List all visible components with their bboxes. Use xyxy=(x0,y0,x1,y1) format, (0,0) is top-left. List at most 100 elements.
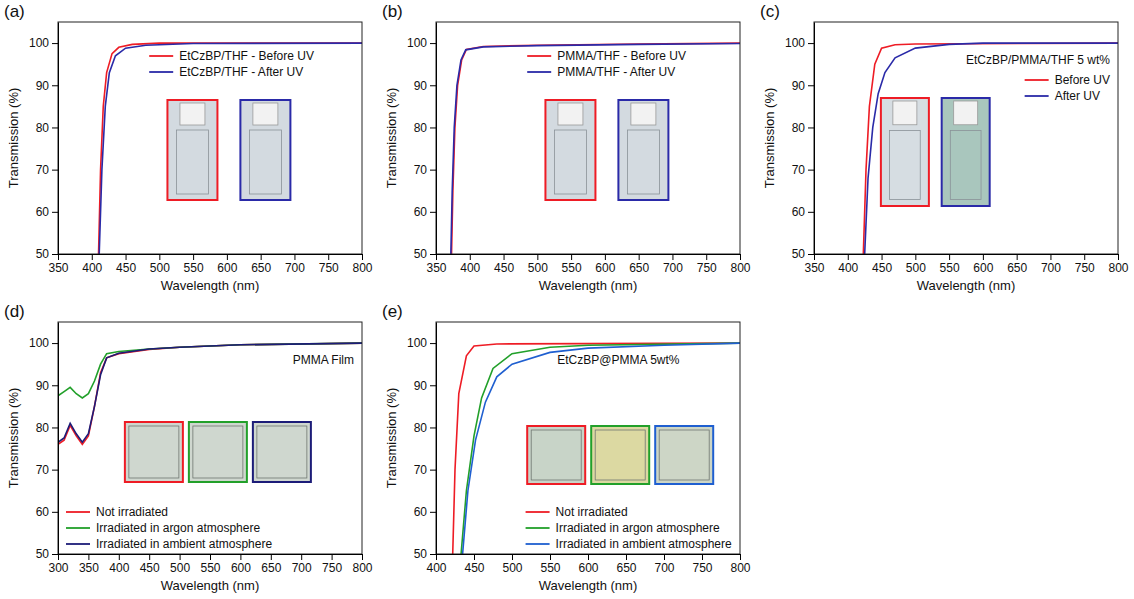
y-tick-mark xyxy=(430,127,436,128)
x-tick: 400 xyxy=(109,554,129,575)
y-tick-label: 80 xyxy=(36,421,50,435)
x-axis: 300350400450500550600650700750800 xyxy=(48,554,372,575)
y-tick: 90 xyxy=(36,379,58,393)
x-tick-mark xyxy=(1118,254,1119,260)
x-tick: 350 xyxy=(804,254,824,275)
inset-vial xyxy=(890,130,921,199)
plot-area: 3504004505005506006507007508005060708090… xyxy=(762,22,1129,293)
x-tick-label: 400 xyxy=(460,261,480,275)
y-tick-mark xyxy=(808,127,814,128)
y-tick: 70 xyxy=(36,163,58,177)
inset-photo xyxy=(189,422,247,482)
x-tick-label: 550 xyxy=(562,261,582,275)
x-tick-label: 800 xyxy=(352,261,372,275)
y-tick-mark xyxy=(52,343,58,344)
legend-item: Not irradiated xyxy=(66,505,168,519)
y-tick: 50 xyxy=(36,547,58,561)
inset-photo xyxy=(253,422,311,482)
y-tick-label: 90 xyxy=(414,79,428,93)
x-axis-line xyxy=(815,254,1119,255)
x-tick: 350 xyxy=(426,254,446,275)
x-tick-mark xyxy=(672,254,673,260)
series-line xyxy=(99,43,362,254)
legend-item: Not irradiated xyxy=(526,505,628,519)
y-tick-label: 80 xyxy=(792,121,806,135)
inset-photo xyxy=(527,426,585,484)
inset-frame xyxy=(240,100,290,200)
y-tick-mark xyxy=(52,127,58,128)
y-axis-line xyxy=(58,23,59,255)
x-tick-label: 400 xyxy=(838,261,858,275)
x-tick-label: 800 xyxy=(1108,261,1128,275)
panel: (d)3003504004505005506006507007508005060… xyxy=(4,302,373,593)
x-tick-mark xyxy=(504,254,505,260)
y-tick: 100 xyxy=(407,36,436,50)
legend-item: Irradiated in ambient atmosphere xyxy=(526,537,732,551)
figure: (a)3504004505005506006507007508005060708… xyxy=(0,0,1134,599)
x-tick-mark xyxy=(1017,254,1018,260)
x-axis: 350400450500550600650700750800 xyxy=(804,254,1128,275)
inset-cap xyxy=(253,103,278,125)
data-layer xyxy=(99,43,362,254)
y-tick-mark xyxy=(52,170,58,171)
series-line xyxy=(58,343,362,442)
legend-swatch xyxy=(526,543,550,545)
x-tick-label: 500 xyxy=(528,261,548,275)
y-tick: 70 xyxy=(792,163,814,177)
y-tick-label: 90 xyxy=(792,79,806,93)
plot-frame xyxy=(58,322,362,554)
y-tick-label: 50 xyxy=(414,247,428,261)
x-tick-label: 750 xyxy=(1075,261,1095,275)
series-line xyxy=(453,343,740,554)
x-tick: 600 xyxy=(973,254,993,275)
legend-label: Irradiated in ambient atmosphere xyxy=(556,537,732,551)
y-tick-label: 60 xyxy=(36,205,50,219)
panel: (c)3504004505005506006507007508005060708… xyxy=(760,2,1129,293)
x-tick-mark xyxy=(240,554,241,560)
panel: (a)3504004505005506006507007508005060708… xyxy=(4,2,373,293)
y-tick-label: 60 xyxy=(792,205,806,219)
x-tick-mark xyxy=(470,254,471,260)
legend-label: EtCzBP/THF - Before UV xyxy=(179,49,314,63)
x-tick-mark xyxy=(362,254,363,260)
x-tick-label: 450 xyxy=(872,261,892,275)
x-tick-mark xyxy=(664,554,665,560)
inset-photo xyxy=(240,100,290,200)
inset-frame xyxy=(618,100,668,200)
x-tick: 700 xyxy=(1041,254,1061,275)
x-tick-mark xyxy=(126,254,127,260)
x-tick-label: 350 xyxy=(426,261,446,275)
legend-swatch xyxy=(66,543,90,545)
x-tick-label: 600 xyxy=(973,261,993,275)
y-tick-mark xyxy=(808,43,814,44)
y-tick: 90 xyxy=(36,79,58,93)
inset-frame xyxy=(545,100,595,200)
x-tick-mark xyxy=(983,254,984,260)
x-tick-label: 650 xyxy=(629,261,649,275)
legend-item: After UV xyxy=(1025,89,1100,103)
x-tick-label: 750 xyxy=(322,561,342,575)
y-tick: 70 xyxy=(414,463,436,477)
y-tick-mark xyxy=(430,254,436,255)
x-tick: 700 xyxy=(292,554,312,575)
legend-swatch xyxy=(66,511,90,513)
y-tick-label: 90 xyxy=(414,379,428,393)
plot-frame xyxy=(436,22,740,254)
x-tick: 450 xyxy=(494,254,514,275)
x-tick: 650 xyxy=(629,254,649,275)
x-axis-title: Wavelength (nm) xyxy=(539,278,638,293)
y-axis: 5060708090100 xyxy=(29,323,59,562)
x-tick: 650 xyxy=(1007,254,1027,275)
inset-frame xyxy=(253,422,311,482)
y-axis: 5060708090100 xyxy=(29,23,59,262)
x-tick-label: 450 xyxy=(494,261,514,275)
panel-label: (d) xyxy=(4,302,25,321)
inset-film xyxy=(129,426,179,478)
x-tick-mark xyxy=(436,554,437,560)
y-tick-label: 60 xyxy=(36,505,50,519)
x-tick-label: 350 xyxy=(48,261,68,275)
x-tick-mark xyxy=(537,254,538,260)
legend-swatch xyxy=(1025,79,1049,81)
inset-film xyxy=(595,430,645,480)
y-tick-label: 100 xyxy=(785,36,805,50)
